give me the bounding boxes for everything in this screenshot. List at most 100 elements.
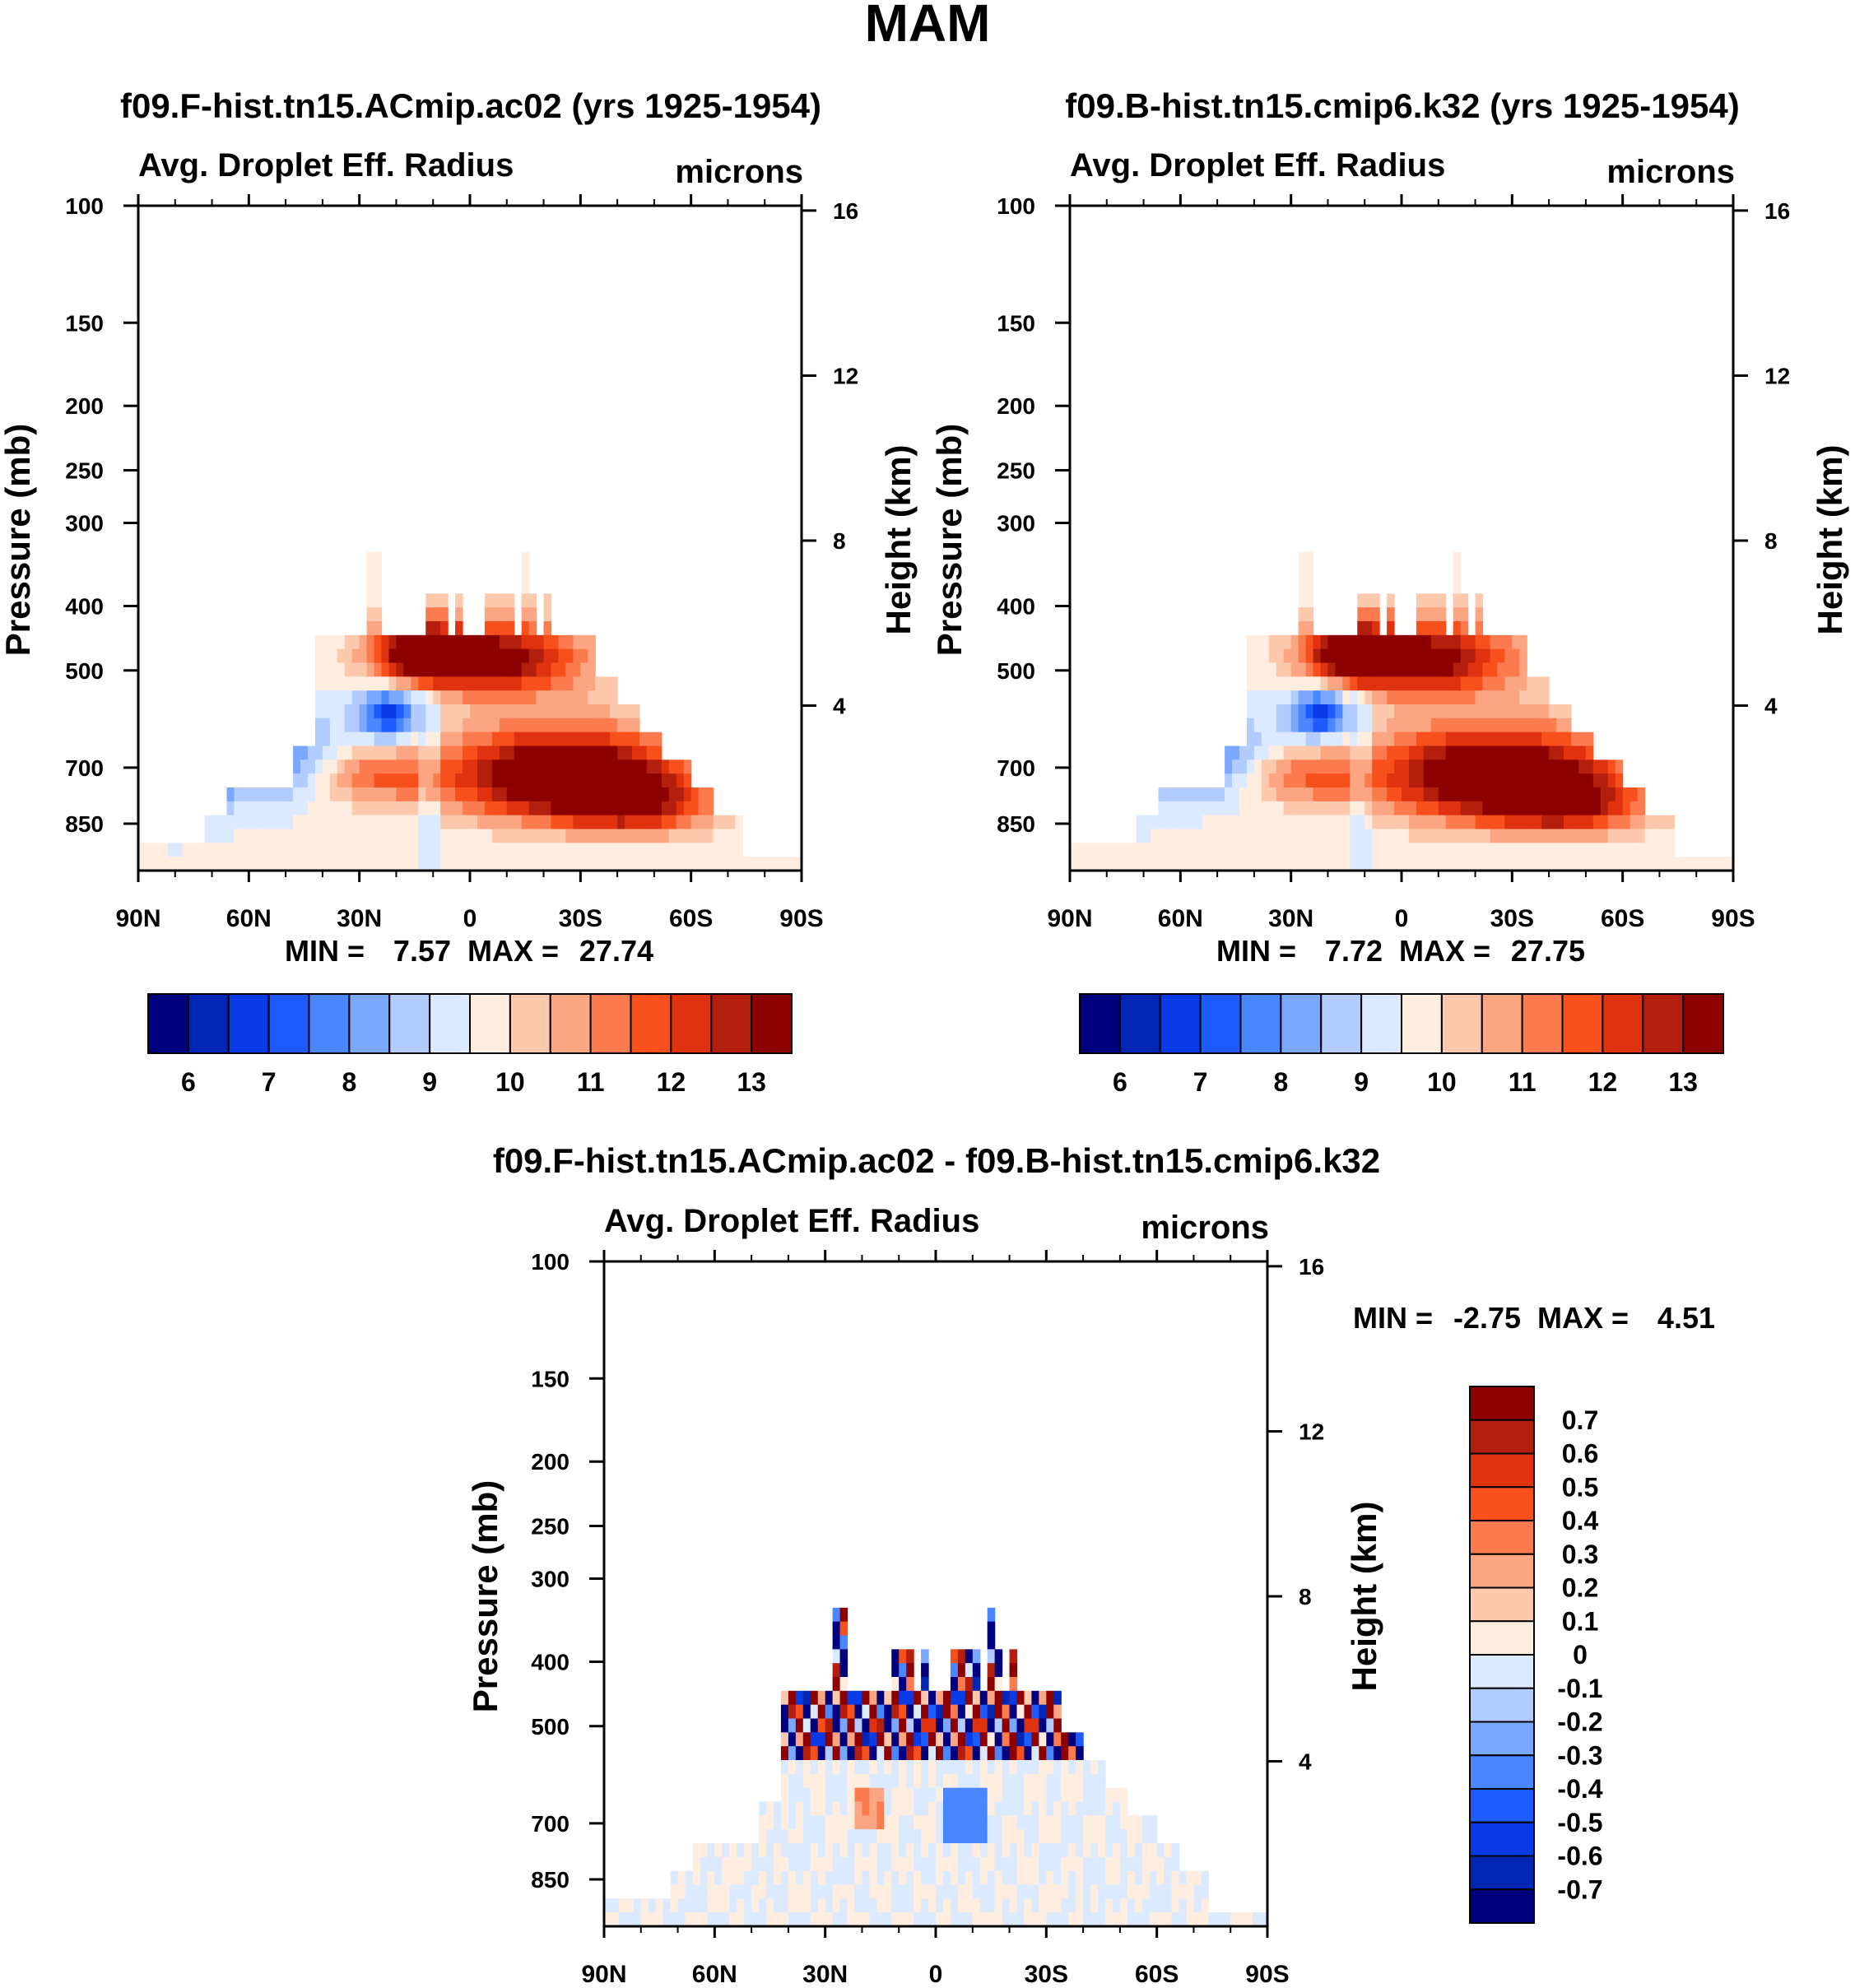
- panel-2-cell: [1158, 843, 1167, 857]
- panel-1-cell: [470, 662, 478, 677]
- panel-3-cell: [847, 1829, 856, 1844]
- panel-1-cell: [484, 676, 493, 691]
- panel-2-cell: [1445, 829, 1454, 843]
- panel-2-cell: [1268, 815, 1277, 830]
- panel-1-cell: [602, 676, 611, 691]
- panel-2-cell: [1372, 759, 1380, 774]
- panel-1-cell: [314, 843, 323, 857]
- panel-2-cell: [1394, 732, 1402, 747]
- panel-2-cell: [1327, 676, 1336, 691]
- panel-1-cell: [307, 773, 316, 788]
- panel-3-cell: [1090, 1773, 1099, 1789]
- panel-1-cell: [455, 593, 463, 608]
- panel-2-cell: [1365, 607, 1373, 622]
- panel-3-cell: [1016, 1746, 1025, 1761]
- panel-3-cell: [972, 1829, 981, 1844]
- panel-1-cell: [491, 704, 500, 719]
- panel-2-cell: [1578, 843, 1587, 857]
- panel-1-xtick-label: 60N: [226, 905, 272, 932]
- panel-1-cell: [322, 732, 331, 747]
- panel-3-cell: [862, 1801, 870, 1816]
- panel-3-cell: [994, 1718, 1003, 1733]
- panel-3-cell: [972, 1801, 981, 1816]
- panel-2-cell: [1276, 704, 1285, 719]
- panel-2-cell: [1512, 690, 1520, 705]
- panel-2-cell: [1416, 704, 1425, 719]
- panel-1-cell: [403, 815, 411, 830]
- panel-1-cell: [543, 718, 552, 733]
- panel-1-cell: [433, 746, 441, 760]
- panel-2-cell: [1527, 732, 1535, 747]
- panel-1-cell: [646, 787, 655, 802]
- panel-2-cell: [1430, 815, 1439, 830]
- panel-3-cell: [972, 1815, 981, 1830]
- panel-2-cell: [1453, 648, 1462, 664]
- panel-3-cell: [942, 1870, 951, 1886]
- panel-1-cell: [411, 746, 419, 760]
- panel-2-cell: [1121, 857, 1130, 871]
- panel-3-cell: [1083, 1912, 1091, 1926]
- panel-3-cell: [936, 1787, 944, 1803]
- panel-1-cell: [676, 801, 685, 816]
- panel-3-cell: [1193, 1884, 1202, 1899]
- panel-3-cell: [914, 1912, 922, 1926]
- panel-2-cell: [1504, 648, 1513, 664]
- panel-1-cell: [463, 732, 471, 747]
- panel-2-cell: [1365, 746, 1373, 760]
- panel-1-cell: [698, 829, 707, 843]
- panel-2-ytick-label: 500: [997, 658, 1035, 684]
- panel-3-cell: [1098, 1912, 1106, 1926]
- panel-1-cell: [374, 843, 383, 857]
- panel-2-cell: [1564, 857, 1572, 871]
- panel-1-cell: [499, 843, 508, 857]
- panel-1-cell: [728, 857, 736, 871]
- panel-1-cell: [425, 690, 434, 705]
- panel-2-cell: [1283, 857, 1292, 871]
- panel-2-cell: [1490, 676, 1499, 691]
- panel-1-cell: [528, 787, 537, 802]
- panel-3-cell: [1119, 1843, 1128, 1858]
- panel-3-cell: [1031, 1884, 1039, 1899]
- panel-3-cell: [950, 1912, 959, 1926]
- panel-2-cell: [1467, 704, 1476, 719]
- panel-2-cell: [1342, 773, 1351, 788]
- panel-2-colorbar-label: 11: [1509, 1067, 1537, 1097]
- panel-2-cell: [1158, 829, 1167, 843]
- panel-3-cell: [862, 1912, 870, 1926]
- panel-3-cell: [744, 1856, 752, 1872]
- panel-3-cell: [914, 1884, 922, 1899]
- panel-1-cell: [506, 843, 515, 857]
- panel-2-cell: [1438, 773, 1447, 788]
- panel-1-cell: [374, 607, 383, 622]
- panel-2-cell: [1372, 732, 1380, 747]
- panel-1-cell: [381, 662, 390, 677]
- panel-3-cell: [906, 1649, 914, 1664]
- panel-2-cell: [1290, 746, 1299, 760]
- panel-1-cell: [271, 801, 279, 816]
- panel-2-cell: [1578, 746, 1587, 760]
- panel-1-cell: [293, 843, 301, 857]
- panel-3-cell: [936, 1843, 944, 1858]
- panel-1-cell: [653, 759, 662, 774]
- panel-3-cell: [891, 1829, 900, 1844]
- panel-1-cell: [536, 634, 545, 650]
- panel-1-cell: [329, 843, 338, 857]
- panel-2-cell: [1482, 732, 1491, 747]
- panel-2-cell: [1290, 676, 1299, 691]
- panel-3-cell: [957, 1787, 966, 1803]
- panel-3-ylabel-right: Height (km): [1345, 1502, 1383, 1692]
- panel-2-cell: [1630, 815, 1639, 830]
- panel-1-cell: [314, 759, 323, 774]
- panel-2-cell: [1482, 829, 1491, 843]
- panel-1-cell: [425, 801, 434, 816]
- panel-3-cell: [987, 1787, 996, 1803]
- panel-2-cell: [1423, 690, 1432, 705]
- panel-3-cell: [957, 1898, 966, 1913]
- panel-1-cell: [234, 843, 242, 857]
- panel-2-cell: [1327, 759, 1336, 774]
- panel-3-cell: [1171, 1912, 1180, 1926]
- panel-1-cell: [580, 746, 588, 760]
- panel-1-cell: [440, 662, 449, 677]
- panel-3-cell: [994, 1704, 1003, 1720]
- panel-2-cell: [1453, 857, 1462, 871]
